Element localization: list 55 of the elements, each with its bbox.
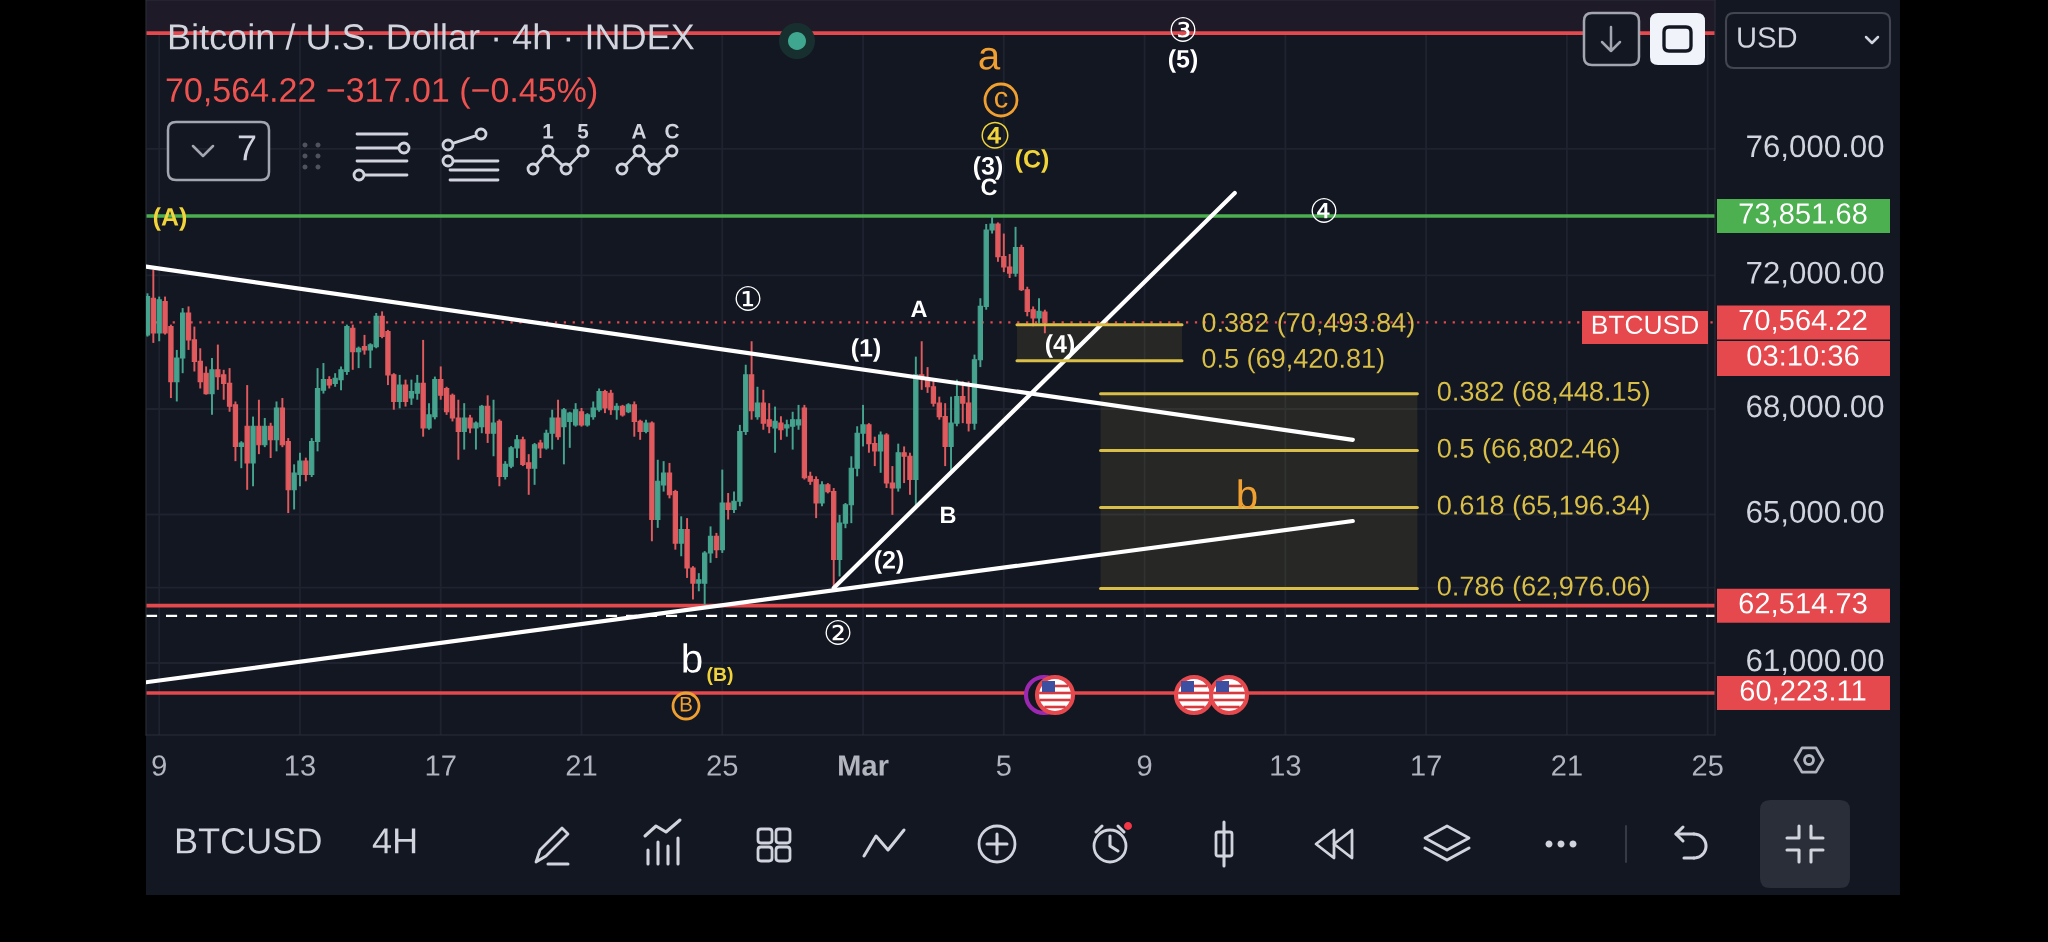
annotation: B xyxy=(680,697,692,712)
text: 03:10:36 xyxy=(1747,345,1859,366)
ref-line-label: 60,223.11 xyxy=(1740,680,1866,705)
x-tick-label: 9 xyxy=(1137,755,1152,776)
series-label: 0.382 (70,493.84) xyxy=(1202,312,1414,338)
annotation: (3) xyxy=(973,156,1003,180)
annotation: b xyxy=(1238,479,1257,509)
annotation: C xyxy=(981,178,997,196)
annotation: ④ xyxy=(981,121,1009,149)
annotation: 1 xyxy=(543,124,554,139)
y-tick-label: 61,000.00 xyxy=(1747,649,1884,676)
annotation: (5) xyxy=(1168,49,1198,73)
series-label: 0.786 (62,976.06) xyxy=(1437,575,1649,602)
x-tick-label: 25 xyxy=(707,755,738,776)
annotation: b xyxy=(683,643,702,673)
annotation: 5 xyxy=(577,124,589,139)
series-label: 0.618 (65,196.34) xyxy=(1437,494,1649,521)
x-tick-label: Mar xyxy=(839,755,889,776)
series-label: 0.5 (66,802.46) xyxy=(1437,437,1619,464)
annotation: ① xyxy=(735,286,761,311)
ref-line-label: 70,564.22 xyxy=(1739,309,1867,334)
y-tick-label: 72,000.00 xyxy=(1747,261,1884,288)
annotation: (2) xyxy=(874,550,904,574)
x-tick-label: 21 xyxy=(1552,755,1582,776)
y-tick-label: 68,000.00 xyxy=(1747,395,1884,422)
annotation: C xyxy=(665,123,679,139)
annotation: (1) xyxy=(851,338,881,362)
y-tick-label: 76,000.00 xyxy=(1747,135,1884,162)
annotation: 7 xyxy=(238,135,256,161)
text: USD xyxy=(1738,27,1797,48)
ref-line-label: 73,851.68 xyxy=(1739,203,1867,228)
series-label: 0.382 (68,448.15) xyxy=(1437,381,1649,407)
annotation: a xyxy=(979,47,1001,70)
ref-line-label: 62,514.73 xyxy=(1739,592,1867,617)
x-tick-label: 13 xyxy=(1271,755,1301,776)
x-tick-label: 21 xyxy=(566,755,597,776)
annotation: ② xyxy=(825,620,851,645)
annotation: c xyxy=(994,91,1008,108)
x-tick-label: 9 xyxy=(152,755,166,776)
annotation: BTCUSD xyxy=(1592,315,1698,335)
annotation: A xyxy=(911,300,927,318)
x-tick-label: 13 xyxy=(285,755,315,776)
text: BTCUSD xyxy=(176,828,321,854)
x-tick-label: 17 xyxy=(426,755,456,776)
series-label: 0.5 (69,420.81) xyxy=(1202,348,1384,374)
x-tick-label: 5 xyxy=(996,755,1011,776)
x-tick-label: 17 xyxy=(1412,755,1441,776)
x-tick-label: 25 xyxy=(1692,755,1723,776)
text: 70,564.22 −317.01 (−0.45%) xyxy=(166,77,597,109)
annotation: (C) xyxy=(1015,149,1049,173)
annotation: B xyxy=(941,506,956,524)
text: 4H xyxy=(372,828,416,854)
annotation: A xyxy=(631,124,646,139)
annotation: (B) xyxy=(707,666,733,686)
y-tick-label: 65,000.00 xyxy=(1747,500,1884,527)
